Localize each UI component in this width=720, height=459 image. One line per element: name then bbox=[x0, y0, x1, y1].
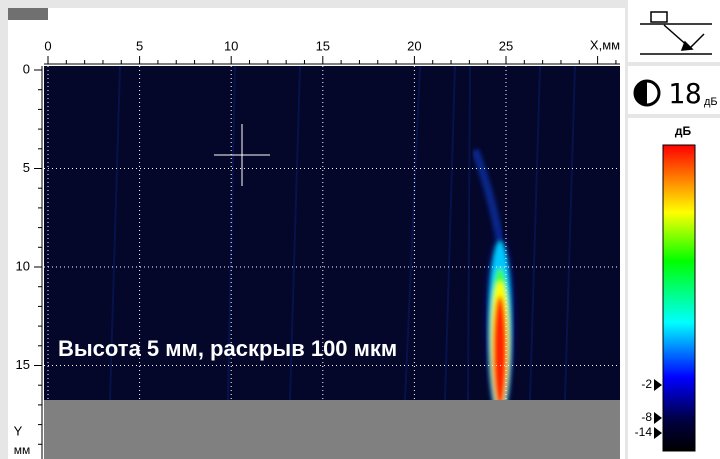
gain-value: 18 bbox=[668, 77, 702, 110]
palette-marker-label: -14 bbox=[635, 425, 653, 439]
screen: 0 5 10 15 20 25 0 5 10 15 X,мм Y мм Высота 5 мм, … bbox=[0, 0, 720, 459]
x-axis-label: X,мм bbox=[590, 37, 620, 52]
palette-bar bbox=[663, 145, 695, 451]
gain-unit: дБ bbox=[704, 96, 718, 108]
y-tick-label: 10 bbox=[16, 258, 30, 273]
y-tick-label: 0 bbox=[23, 61, 30, 76]
x-tick-label: 0 bbox=[44, 38, 51, 53]
palette-title: дБ bbox=[675, 124, 692, 138]
x-tick-label: 20 bbox=[407, 38, 421, 53]
x-tick-label: 15 bbox=[316, 38, 330, 53]
out-of-range bbox=[44, 400, 620, 459]
divider bbox=[628, 114, 720, 118]
y-axis-label: Y bbox=[14, 423, 23, 438]
palette-marker-label: -8 bbox=[641, 410, 652, 424]
y-tick-label: 5 bbox=[23, 160, 30, 175]
x-tick-label: 10 bbox=[224, 38, 238, 53]
x-tick-label: 5 bbox=[136, 38, 143, 53]
tab-marker bbox=[8, 8, 48, 20]
x-tick-label: 25 bbox=[499, 38, 513, 53]
annotation: Высота 5 мм, раскрыв 100 мкм bbox=[58, 336, 397, 361]
y-tick-label: 15 bbox=[16, 357, 30, 372]
divider bbox=[628, 62, 720, 66]
page: 0 5 10 15 20 25 0 5 10 15 X,мм Y мм Высота 5 мм, … bbox=[0, 0, 720, 459]
divider bbox=[625, 0, 628, 459]
palette-marker-label: -2 bbox=[641, 377, 652, 391]
y-axis-unit: мм bbox=[14, 443, 31, 457]
